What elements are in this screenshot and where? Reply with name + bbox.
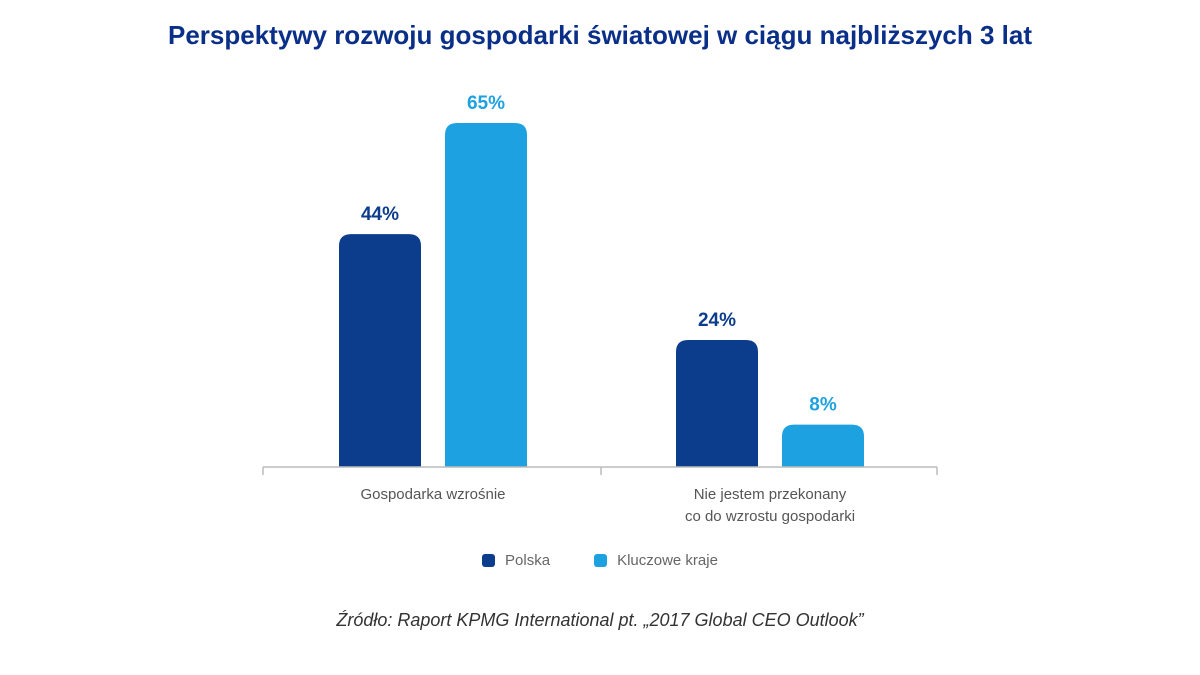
legend-item-kluczowe-kraje: Kluczowe kraje [594, 552, 718, 569]
bar-chart: 44% 65% Gospodarka wzrośnie 24% 8% Nie jestem… [262, 93, 938, 525]
data-label-series1-cat1: 8% [809, 395, 837, 416]
legend-swatch-polska [482, 554, 496, 567]
bar-series0-cat1 [676, 339, 758, 467]
legend: Polska Kluczowe kraje [0, 552, 1200, 569]
bar-series1-cat1 [782, 424, 864, 467]
chart-title: Perspektywy rozwoju gospodarki światowej… [167, 20, 1033, 50]
source-note: Źródło: Raport KPMG International pt. „2… [336, 610, 864, 630]
legend-label-polska: Polska [505, 552, 551, 569]
category-label-0-line0: Gospodarka wzrośnie [360, 486, 505, 503]
data-label-series0-cat1: 24% [698, 310, 736, 331]
category-label-1-line1: co do wzrostu gospodarki [685, 508, 855, 525]
legend-label-kluczowe-kraje: Kluczowe kraje [617, 552, 718, 569]
legend-swatch-kluczowe-kraje [594, 554, 608, 567]
category-label-1-line0: Nie jestem przekonany [694, 486, 847, 503]
data-label-series0-cat0: 44% [361, 204, 399, 225]
data-label-series1-cat0: 65% [467, 93, 505, 114]
bar-series1-cat0 [445, 123, 527, 467]
legend-item-polska: Polska [482, 552, 550, 569]
bar-series0-cat0 [339, 234, 421, 467]
